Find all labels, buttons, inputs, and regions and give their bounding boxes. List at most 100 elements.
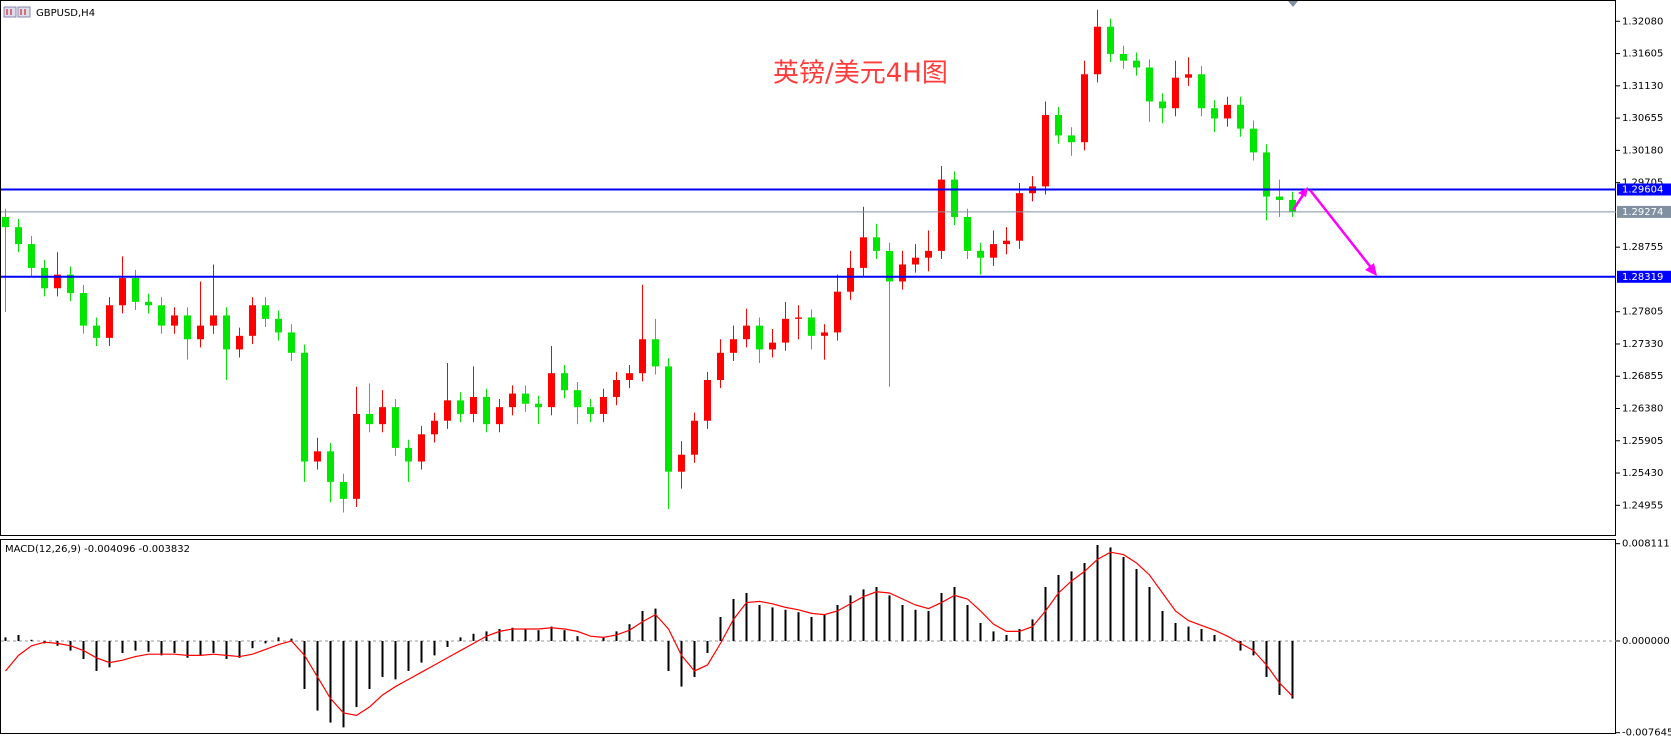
candle-body bbox=[1081, 74, 1088, 143]
candle-body bbox=[704, 379, 711, 421]
candle-body bbox=[756, 325, 763, 350]
y-tick-label: 1.27330 bbox=[1622, 339, 1663, 350]
y-tick-label: 1.31130 bbox=[1622, 81, 1663, 92]
candle-body bbox=[977, 250, 984, 258]
candle-body bbox=[236, 335, 243, 350]
candle-body bbox=[652, 339, 659, 367]
candle-body bbox=[379, 407, 386, 425]
candle-body bbox=[106, 305, 113, 338]
candle-body bbox=[990, 244, 997, 258]
candle-body bbox=[1224, 104, 1231, 119]
candle-body bbox=[93, 325, 100, 338]
candle-body bbox=[1263, 152, 1270, 197]
candle-body bbox=[847, 267, 854, 292]
candle-body bbox=[223, 315, 230, 350]
candle-body bbox=[1146, 67, 1153, 102]
candle-body bbox=[1159, 101, 1166, 109]
candle-body bbox=[1250, 128, 1257, 153]
candle-body bbox=[132, 278, 139, 302]
candle-body bbox=[444, 400, 451, 421]
level-label-box bbox=[1617, 270, 1671, 283]
candle-body bbox=[574, 390, 581, 408]
candle-body bbox=[80, 293, 87, 326]
y-tick-label: 1.31605 bbox=[1622, 49, 1663, 60]
candle-body bbox=[782, 318, 789, 343]
candle-body bbox=[925, 250, 932, 258]
candle-body bbox=[743, 325, 750, 340]
candle-body bbox=[1198, 74, 1205, 109]
candle-body bbox=[275, 318, 282, 333]
candle-body bbox=[262, 305, 269, 319]
candle-body bbox=[457, 400, 464, 414]
price-pane bbox=[0, 0, 1616, 536]
candle-body bbox=[28, 244, 35, 268]
candle-body bbox=[184, 315, 191, 340]
candle-body bbox=[496, 407, 503, 425]
candle-body bbox=[119, 278, 126, 306]
candle-body bbox=[41, 267, 48, 289]
candle-body bbox=[1120, 53, 1127, 61]
candle-body bbox=[249, 305, 256, 336]
candle-body bbox=[1094, 26, 1101, 75]
candle-body bbox=[873, 237, 880, 251]
candle-body bbox=[353, 413, 360, 499]
symbol-label: GBPUSD,H4 bbox=[36, 8, 95, 19]
chart-title: 英镑/美元4H图 bbox=[773, 59, 948, 89]
candle-body bbox=[964, 216, 971, 251]
candle-body bbox=[769, 342, 776, 350]
y-tick-label: 1.32080 bbox=[1622, 16, 1663, 27]
candle-body bbox=[821, 332, 828, 336]
candle-body bbox=[470, 396, 477, 414]
candle-body bbox=[171, 315, 178, 326]
arrow-head bbox=[1365, 263, 1377, 276]
candle-body bbox=[2, 216, 9, 228]
y-tick-label: 1.30180 bbox=[1622, 145, 1663, 156]
candle-body bbox=[717, 352, 724, 380]
y-tick-label: 1.28755 bbox=[1622, 242, 1663, 253]
y-tick-label: 1.24955 bbox=[1622, 500, 1663, 511]
level-label-box bbox=[1617, 183, 1671, 196]
shift-marker bbox=[1288, 1, 1298, 7]
candle-body bbox=[392, 407, 399, 448]
candle-body bbox=[626, 373, 633, 380]
candle-body bbox=[691, 420, 698, 455]
arrow-down bbox=[1309, 189, 1374, 271]
signal-line bbox=[5, 551, 1293, 716]
candle-body bbox=[912, 257, 919, 265]
candle-body bbox=[158, 305, 165, 326]
candle-body bbox=[340, 481, 347, 499]
candle-body bbox=[431, 420, 438, 435]
level-label: 1.29274 bbox=[1622, 207, 1663, 218]
candle-body bbox=[1003, 240, 1010, 245]
macd-label: MACD(12,26,9) -0.004096 -0.003832 bbox=[5, 544, 190, 555]
candle-body bbox=[210, 315, 217, 326]
y-tick-label: 1.30655 bbox=[1622, 113, 1663, 124]
y-tick-label: 0.008111 bbox=[1622, 539, 1670, 550]
candle-body bbox=[1185, 74, 1192, 78]
candle-body bbox=[67, 274, 74, 294]
candle-body bbox=[613, 379, 620, 397]
level-label: 1.28319 bbox=[1622, 272, 1663, 283]
forecast-arrows bbox=[1291, 187, 1377, 276]
candle-body bbox=[1016, 193, 1023, 241]
candle-body bbox=[665, 366, 672, 472]
candle-body bbox=[587, 407, 594, 414]
y-tick-label: 1.27805 bbox=[1622, 307, 1663, 318]
candle-body bbox=[600, 396, 607, 414]
candle-body bbox=[197, 325, 204, 340]
candle-body bbox=[1042, 115, 1049, 187]
y-tick-label: -0.007645 bbox=[1622, 728, 1671, 738]
y-tick-label: 1.25430 bbox=[1622, 468, 1663, 479]
candle-body bbox=[808, 317, 815, 336]
candle-body bbox=[145, 301, 152, 306]
candle-body bbox=[886, 250, 893, 282]
candle-body bbox=[795, 317, 802, 319]
candle-body bbox=[314, 451, 321, 462]
level-label-box bbox=[1617, 205, 1671, 218]
candle-body bbox=[418, 434, 425, 462]
candle-body bbox=[1211, 108, 1218, 119]
y-tick-label: 1.26855 bbox=[1622, 371, 1663, 382]
candle-body bbox=[366, 413, 373, 425]
candle-body bbox=[1133, 60, 1140, 68]
candle-body bbox=[405, 447, 412, 462]
